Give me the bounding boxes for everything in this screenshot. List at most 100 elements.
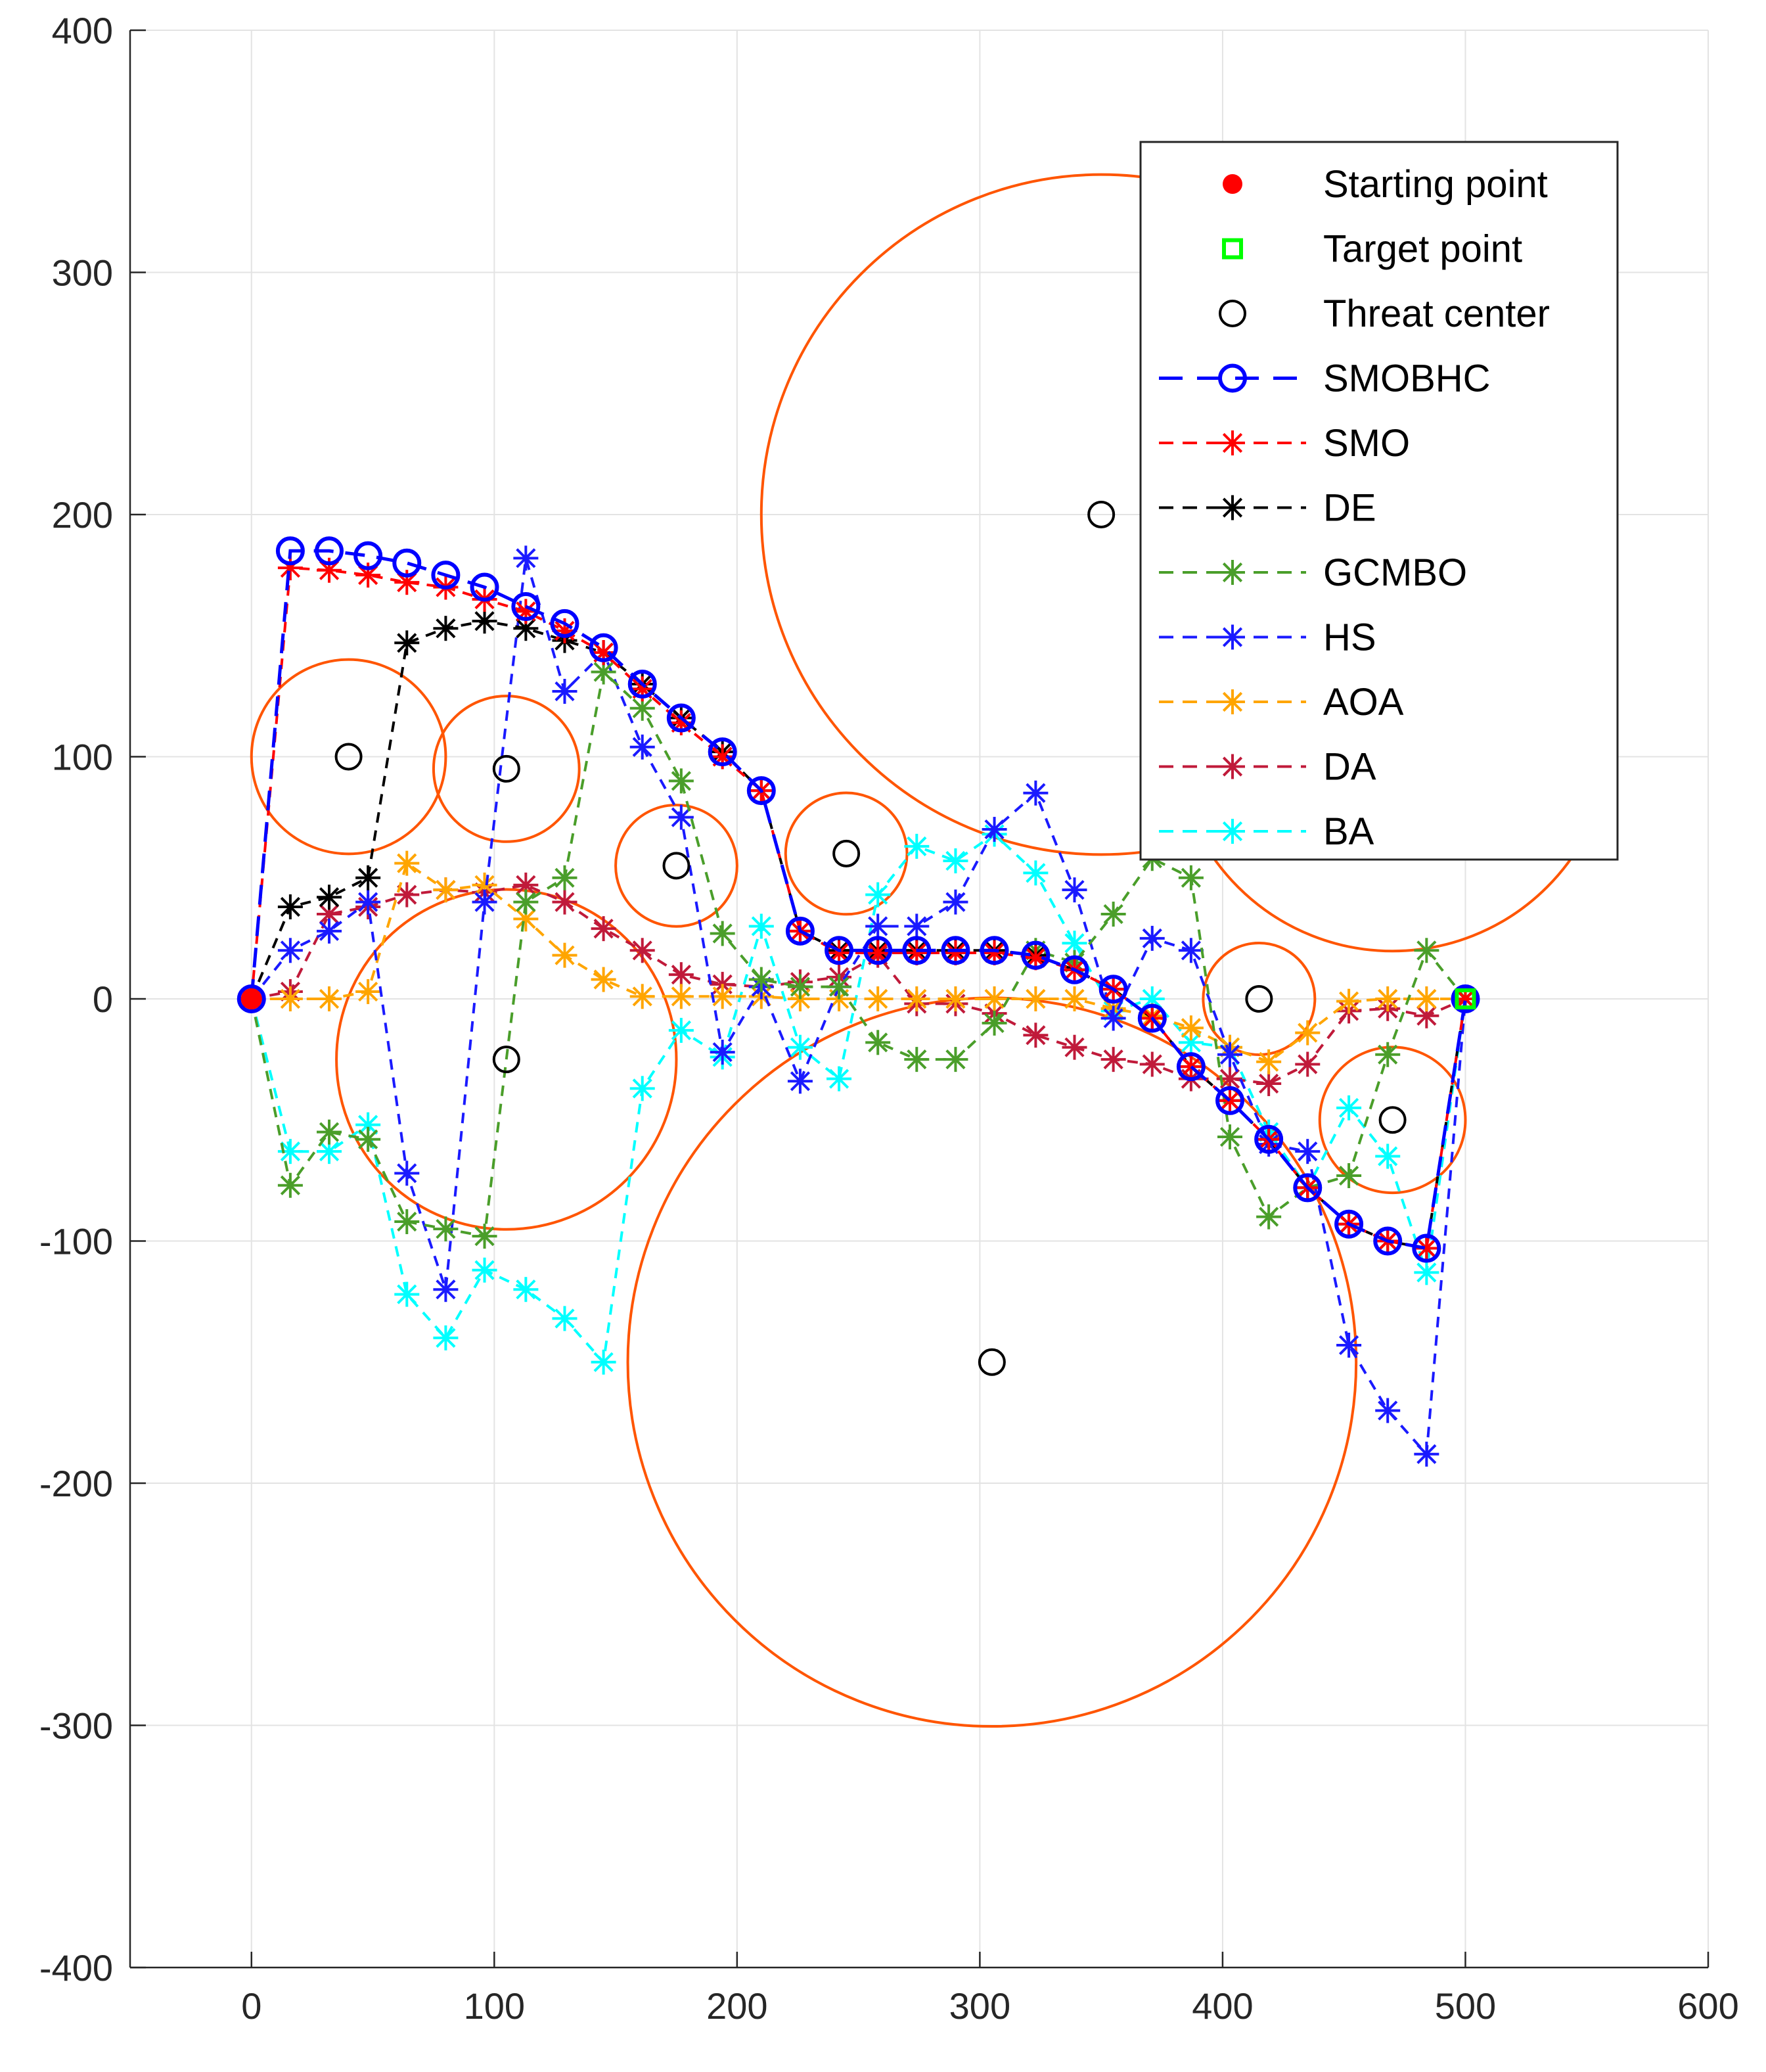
point-hs-12 — [710, 1040, 735, 1065]
point-hs-11 — [668, 804, 694, 830]
threat-center-0 — [334, 743, 363, 771]
point-smobhc-4 — [392, 548, 422, 578]
point-aoa-2 — [317, 986, 342, 1011]
legend-label-de: DE — [1323, 487, 1376, 530]
point-aoa-24 — [1178, 1015, 1204, 1041]
point-aoa-21 — [1062, 986, 1087, 1011]
point-ba-9 — [591, 1349, 616, 1375]
point-gcmbo-18 — [943, 1047, 968, 1072]
threat-circle-0 — [250, 658, 447, 856]
point-gcmbo-30 — [1414, 938, 1439, 963]
point-da-26 — [1256, 1071, 1282, 1096]
point-smobhc-17 — [902, 936, 932, 965]
point-da-11 — [668, 962, 694, 988]
point-hs-28 — [1336, 1332, 1362, 1358]
point-da-9 — [591, 916, 616, 942]
point-aoa-19 — [982, 986, 1007, 1011]
point-smobhc-26 — [1254, 1124, 1284, 1154]
threat-center-1 — [492, 754, 520, 783]
y-tick-label: 100 — [52, 737, 113, 778]
x-tick-label: 500 — [1435, 1985, 1496, 2027]
point-aoa-8 — [552, 942, 577, 968]
legend-label-target-point: Target point — [1323, 228, 1522, 271]
point-de-4 — [394, 630, 420, 656]
point-ba-11 — [668, 1017, 694, 1043]
point-hs-18 — [943, 889, 968, 915]
point-smobhc-21 — [1060, 955, 1089, 984]
point-ba-7 — [513, 1277, 539, 1302]
point-gcmbo-19 — [982, 1010, 1007, 1036]
legend-entry-hs: HS — [1159, 616, 1376, 659]
y-tick-label: 200 — [52, 494, 113, 536]
point-smobhc-7 — [511, 592, 541, 622]
point-de-2 — [317, 885, 342, 910]
point-hs-30 — [1414, 1441, 1439, 1467]
legend-marker-gcmbo — [1220, 560, 1245, 585]
point-smobhc-11 — [666, 703, 696, 733]
point-gcmbo-4 — [394, 1209, 420, 1235]
threat-center-4 — [492, 1046, 520, 1074]
legend-label-da: DA — [1323, 746, 1376, 789]
point-ba-1 — [277, 1139, 303, 1164]
y-tick-label: 0 — [93, 978, 113, 1020]
point-gcmbo-11 — [668, 768, 694, 794]
point-hs-19 — [982, 817, 1007, 842]
point-hs-23 — [1139, 925, 1165, 951]
legend-marker-de — [1220, 495, 1245, 520]
point-smobhc-18 — [941, 936, 970, 965]
point-hs-3 — [355, 889, 381, 915]
legend-label-smobhc: SMOBHC — [1323, 357, 1491, 400]
point-aoa-1 — [277, 986, 303, 1011]
legend-box — [1139, 141, 1619, 861]
threat-circle-3 — [784, 791, 909, 916]
legend-label-aoa: AOA — [1323, 681, 1404, 724]
point-smobhc-25 — [1215, 1086, 1245, 1115]
legend-entry-ba: BA — [1159, 810, 1374, 853]
legend-entry-smo: SMO — [1159, 422, 1410, 465]
y-tick-label: -200 — [39, 1463, 113, 1504]
series-line-aoa — [251, 861, 1466, 1064]
legend-marker-smobhc — [1218, 363, 1247, 393]
point-smobhc-24 — [1176, 1052, 1206, 1082]
point-ba-15 — [826, 1066, 852, 1092]
axes: 0 100 200 300 400 500 600 -400 -300 -200 -100 0 100 2… — [39, 10, 1739, 2027]
point-smobhc-31 — [1451, 984, 1480, 1013]
point-gcmbo-29 — [1375, 1042, 1401, 1067]
point-smobhc-10 — [627, 669, 657, 699]
point-de-5 — [433, 616, 459, 641]
point-da-20 — [1023, 1023, 1049, 1048]
point-ba-23 — [1139, 986, 1165, 1011]
point-da-10 — [629, 938, 655, 963]
point-smobhc-6 — [470, 572, 499, 602]
point-hs-20 — [1023, 780, 1049, 806]
threat-center-8 — [1245, 985, 1273, 1013]
point-smobhc-1 — [275, 536, 305, 566]
point-aoa-27 — [1295, 1020, 1321, 1046]
point-aoa-12 — [710, 984, 735, 1009]
point-aoa-9 — [591, 967, 616, 992]
point-gcmbo-22 — [1100, 902, 1126, 927]
point-smobhc-9 — [589, 633, 618, 662]
point-gcmbo-25 — [1217, 1124, 1243, 1150]
x-tick-label: 0 — [241, 1985, 261, 2027]
point-gcmbo-3 — [355, 1126, 381, 1152]
point-ba-13 — [748, 913, 774, 939]
point-aoa-28 — [1336, 988, 1362, 1014]
threat-circle-1 — [432, 695, 581, 843]
point-ba-30 — [1414, 1260, 1439, 1285]
point-smobhc-13 — [746, 776, 776, 806]
point-smobhc-28 — [1334, 1209, 1364, 1239]
x-tick-label: 100 — [464, 1985, 525, 2027]
point-gcmbo-13 — [748, 967, 774, 992]
point-hs-21 — [1062, 877, 1087, 903]
series-line-smo — [250, 566, 1467, 1250]
point-smobhc-0 — [237, 984, 266, 1013]
point-smobhc-8 — [550, 609, 579, 638]
legend-marker-ba — [1220, 819, 1245, 844]
point-hs-2 — [317, 918, 342, 944]
point-ba-28 — [1336, 1095, 1362, 1120]
target-point — [1455, 988, 1476, 1009]
point-ba-29 — [1375, 1143, 1401, 1169]
legend-entry-de: DE — [1159, 487, 1376, 530]
legend-label-gcmbo: GCMBO — [1323, 551, 1467, 594]
